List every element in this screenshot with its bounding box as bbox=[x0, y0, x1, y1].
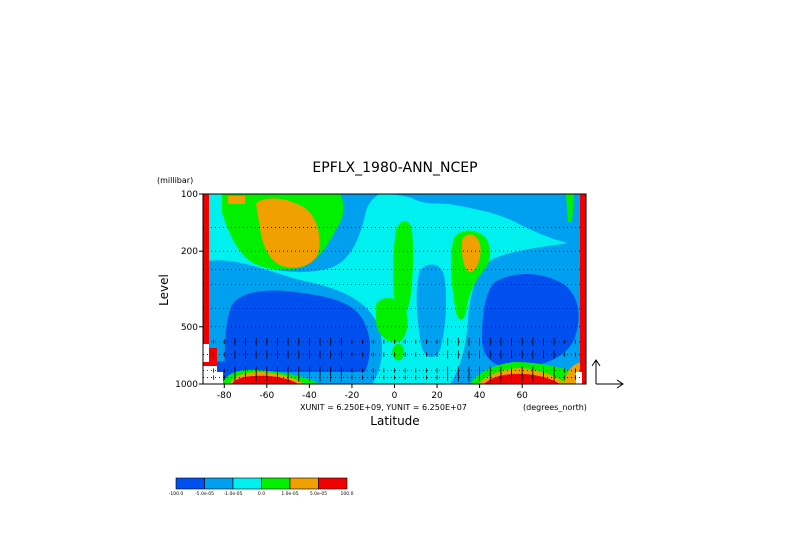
colorbar-swatch bbox=[175, 477, 205, 490]
missing-data-cell-3 bbox=[217, 372, 223, 384]
reference-vector bbox=[591, 359, 624, 389]
x-tick-label: -40 bbox=[302, 391, 317, 401]
y-unit-label: (millibar) bbox=[157, 176, 193, 185]
region-red-bottom-south bbox=[232, 375, 298, 384]
region-red-left-edge bbox=[203, 194, 209, 384]
region-green-equator-lower bbox=[376, 298, 408, 343]
colorbar-swatch bbox=[232, 477, 262, 490]
x-tick-label: 20 bbox=[431, 391, 443, 401]
region-red-right-edge bbox=[580, 194, 586, 384]
region-orange-south-corner bbox=[228, 196, 245, 204]
x-tick-label: 0 bbox=[392, 391, 398, 401]
x-axis-label: Latitude bbox=[370, 414, 419, 428]
x-tick-label: -60 bbox=[259, 391, 274, 401]
region-green-equator-bottom bbox=[392, 343, 405, 361]
colorbar: -100.0 -5.0e-05 -1.0e-05 0.0 1.0e-05 5.0e-05 1… bbox=[169, 477, 354, 497]
colorbar-label: 5.0e-05 bbox=[310, 491, 327, 497]
region-orange-north-upper bbox=[462, 234, 481, 273]
y-tick-label: 100 bbox=[181, 190, 198, 200]
plot-area: -80 -60 -40 -20 0 20 40 60 100 200 500 1000 bbox=[175, 190, 587, 401]
x-axis: -80 -60 -40 -20 0 20 40 60 bbox=[217, 384, 528, 401]
region-light-blue-north-top bbox=[380, 194, 586, 246]
x-tick-label: 40 bbox=[474, 391, 486, 401]
x-tick-label: -80 bbox=[217, 391, 232, 401]
y-tick-label: 500 bbox=[181, 323, 198, 333]
colorbar-swatch bbox=[204, 477, 234, 490]
region-green-top-right bbox=[566, 194, 574, 222]
colorbar-label: 1.0e-05 bbox=[281, 491, 298, 497]
colorbar-label: 0.0 bbox=[258, 491, 265, 497]
colorbar-label: -100.0 bbox=[169, 491, 184, 497]
y-tick-label: 200 bbox=[181, 247, 198, 257]
colorbar-swatch bbox=[318, 477, 348, 490]
region-green-south-upper bbox=[238, 207, 250, 232]
y-tick-label: 1000 bbox=[175, 380, 198, 390]
x-tick-label: -20 bbox=[345, 391, 360, 401]
missing-data-cell-4 bbox=[576, 372, 582, 384]
colorbar-label: -5.0e-05 bbox=[195, 491, 214, 497]
colorbar-swatch bbox=[289, 477, 319, 490]
ep-flux-vectors bbox=[213, 337, 576, 382]
x-tick-label: 60 bbox=[516, 391, 528, 401]
y-axis: 100 200 500 1000 bbox=[175, 190, 203, 390]
missing-data-cell-1 bbox=[203, 344, 209, 362]
missing-data-cell-2 bbox=[203, 366, 217, 384]
region-light-blue-center bbox=[416, 264, 447, 358]
region-orange-south-upper bbox=[256, 198, 320, 268]
region-green-equator-upper bbox=[393, 221, 414, 317]
y-axis-label: Level bbox=[157, 274, 171, 306]
region-dark-blue-south bbox=[224, 290, 370, 372]
vector-scale-text: XUNIT = 6.250E+09, YUNIT = 6.250E+07 bbox=[300, 403, 467, 412]
chart-title: EPFLX_1980-ANN_NCEP bbox=[312, 160, 477, 176]
contour-field bbox=[203, 194, 586, 384]
colorbar-swatch bbox=[261, 477, 291, 490]
colorbar-label: 100.0 bbox=[341, 491, 354, 497]
x-unit-label: (degrees_north) bbox=[523, 403, 587, 412]
colorbar-label: -1.0e-05 bbox=[224, 491, 243, 497]
